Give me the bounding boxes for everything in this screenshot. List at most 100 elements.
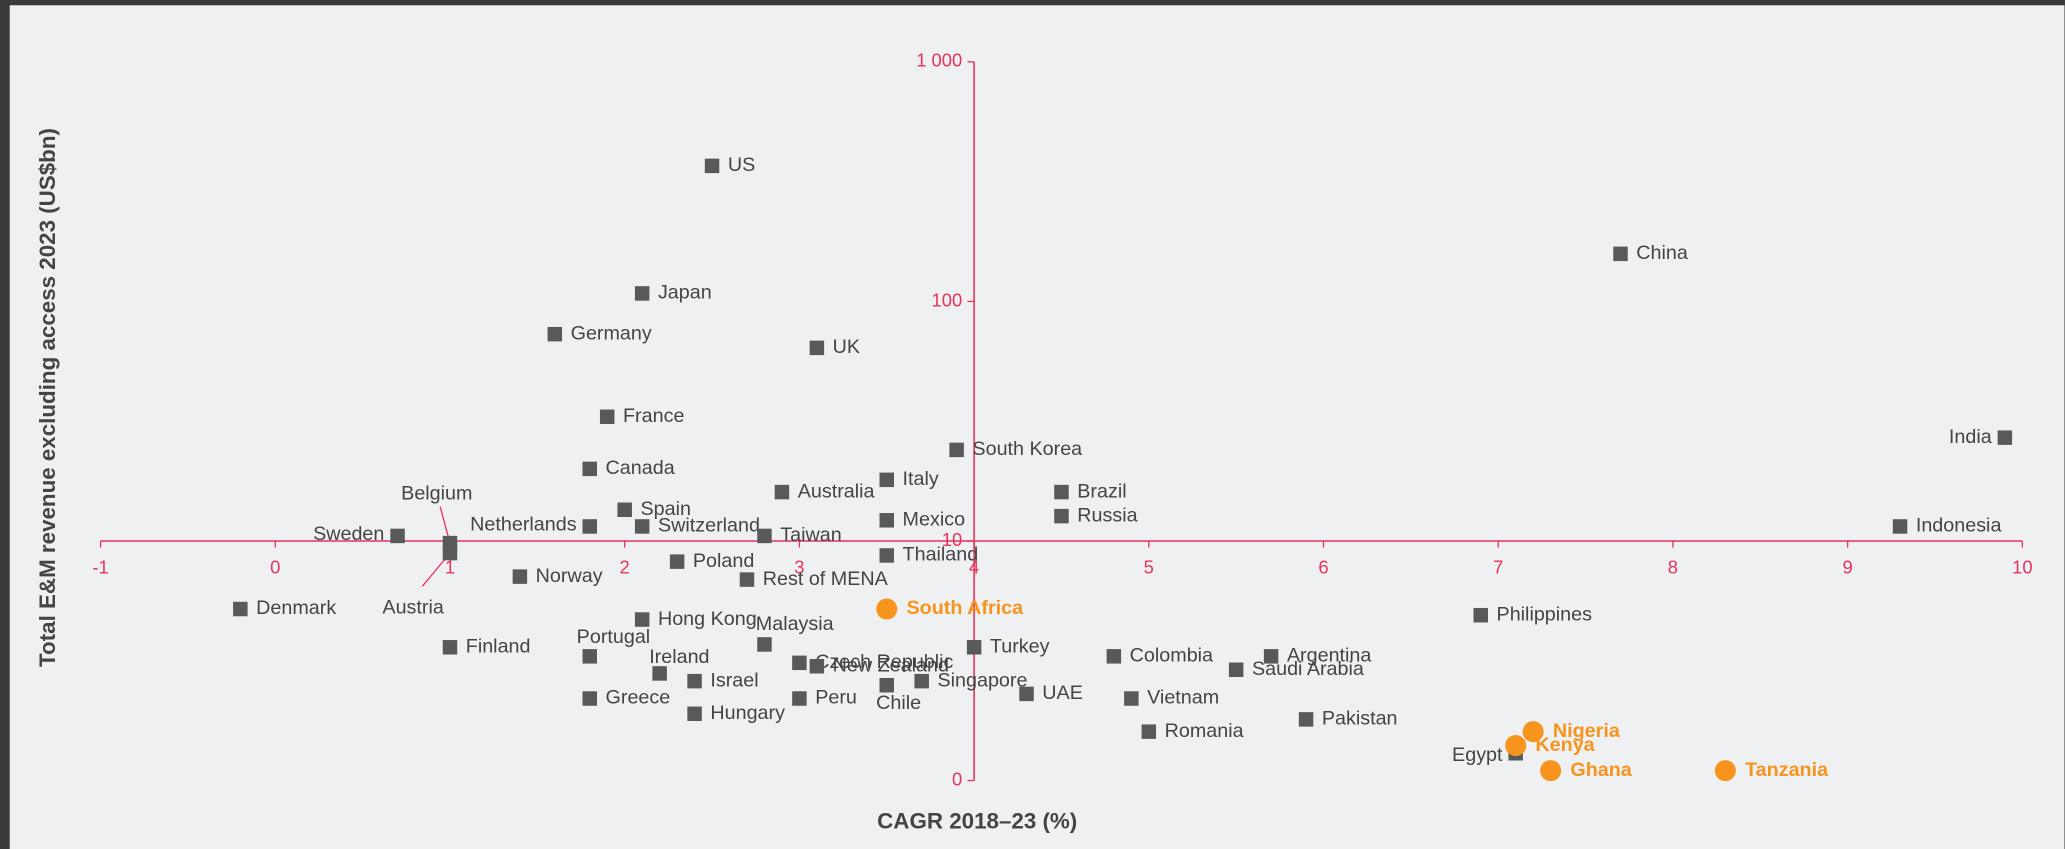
point-label: South Korea — [972, 438, 1082, 460]
point-label: Belgium — [401, 483, 472, 505]
point — [1540, 760, 1562, 782]
point-label: Hungary — [710, 702, 785, 724]
x-tick-label: 3 — [794, 556, 804, 577]
point-label: Argentina — [1287, 645, 1372, 667]
point — [1892, 519, 1908, 534]
point-label: Japan — [658, 282, 712, 304]
point-label: Romania — [1165, 720, 1244, 742]
point — [774, 484, 790, 500]
point-label: Ireland — [649, 646, 709, 668]
point — [1141, 724, 1157, 739]
point — [582, 519, 597, 534]
point — [512, 569, 528, 584]
x-tick-label: 8 — [1668, 556, 1678, 577]
point-label: Thailand — [903, 544, 979, 566]
y-tick-label: 1 000 — [916, 50, 962, 71]
point — [442, 545, 458, 561]
point — [1263, 649, 1279, 664]
x-tick-label: 10 — [2012, 556, 2032, 577]
point-label: Sweden — [313, 523, 384, 545]
point-label: Israel — [710, 669, 758, 691]
point — [1019, 686, 1034, 702]
point-label: Australia — [798, 480, 875, 502]
x-tick-label: -1 — [92, 556, 108, 577]
point — [1714, 760, 1736, 782]
point-label: Denmark — [256, 597, 336, 619]
y-axis-label: Total E&M revenue excluding access 2023 … — [35, 128, 60, 667]
point — [547, 326, 563, 342]
point-label: Ghana — [1570, 759, 1632, 781]
point — [652, 666, 667, 681]
point — [739, 572, 755, 587]
point — [1997, 430, 2013, 445]
point — [792, 655, 807, 671]
point-label: France — [623, 405, 684, 427]
point — [757, 528, 772, 544]
x-tick-label: 5 — [1144, 556, 1154, 577]
point-label: Czech Republic — [815, 651, 953, 673]
point-label: Philippines — [1497, 603, 1593, 625]
point-label: Singapore — [937, 669, 1027, 691]
point — [582, 461, 597, 477]
point — [669, 554, 685, 569]
x-axis-label: CAGR 2018–23 (%) — [877, 809, 1077, 834]
point — [704, 158, 720, 174]
point — [1613, 246, 1628, 262]
point-label: Turkey — [990, 636, 1050, 658]
point — [876, 598, 898, 620]
point — [582, 649, 597, 664]
point — [949, 442, 964, 458]
point — [634, 519, 650, 534]
point — [914, 673, 929, 689]
point-label: Peru — [815, 687, 857, 709]
point-label: Russia — [1077, 504, 1137, 526]
point — [687, 673, 702, 689]
point — [617, 502, 632, 518]
point — [809, 340, 825, 356]
point-label: India — [1949, 426, 1992, 448]
point — [390, 528, 405, 544]
point-label: Chile — [876, 692, 921, 714]
point-label: UK — [833, 336, 860, 358]
point-label: Netherlands — [470, 513, 577, 535]
y-tick-label: 100 — [932, 289, 963, 310]
point-label: Canada — [606, 457, 675, 479]
point — [687, 706, 702, 722]
point-label: Egypt — [1452, 744, 1503, 766]
point — [809, 659, 825, 674]
point — [582, 691, 597, 706]
point-label: Austria — [382, 597, 443, 619]
point — [1054, 508, 1069, 524]
point-label: Portugal — [577, 626, 651, 648]
point-label: Hong Kong — [658, 608, 757, 630]
point — [966, 640, 982, 655]
x-tick-label: 0 — [270, 556, 280, 577]
x-tick-label: 6 — [1318, 556, 1328, 577]
point-label: South Africa — [906, 597, 1024, 619]
point-label: Malaysia — [756, 613, 834, 635]
point-label: Tanzania — [1745, 759, 1829, 781]
point — [1106, 649, 1122, 664]
point-label: Norway — [536, 565, 603, 587]
point-label: Pakistan — [1322, 708, 1398, 730]
point-label: China — [1636, 242, 1688, 264]
point-label: Finland — [466, 636, 531, 658]
point-label: Saudi Arabia — [1252, 658, 1364, 680]
point — [634, 612, 650, 627]
point — [879, 472, 894, 488]
point-label: Italy — [903, 468, 939, 490]
point — [233, 601, 248, 617]
point — [1473, 607, 1488, 623]
x-tick-label: 2 — [620, 556, 630, 577]
x-tick-label: 9 — [1843, 556, 1853, 577]
x-tick-label: 1 — [445, 556, 455, 577]
point — [1522, 721, 1544, 743]
point-label: Rest of MENA — [763, 568, 889, 590]
point-label: Indonesia — [1916, 515, 2002, 537]
point — [599, 409, 615, 425]
point-label: Kenya — [1535, 734, 1595, 756]
point — [1298, 712, 1314, 727]
point-label: Switzerland — [658, 515, 760, 537]
